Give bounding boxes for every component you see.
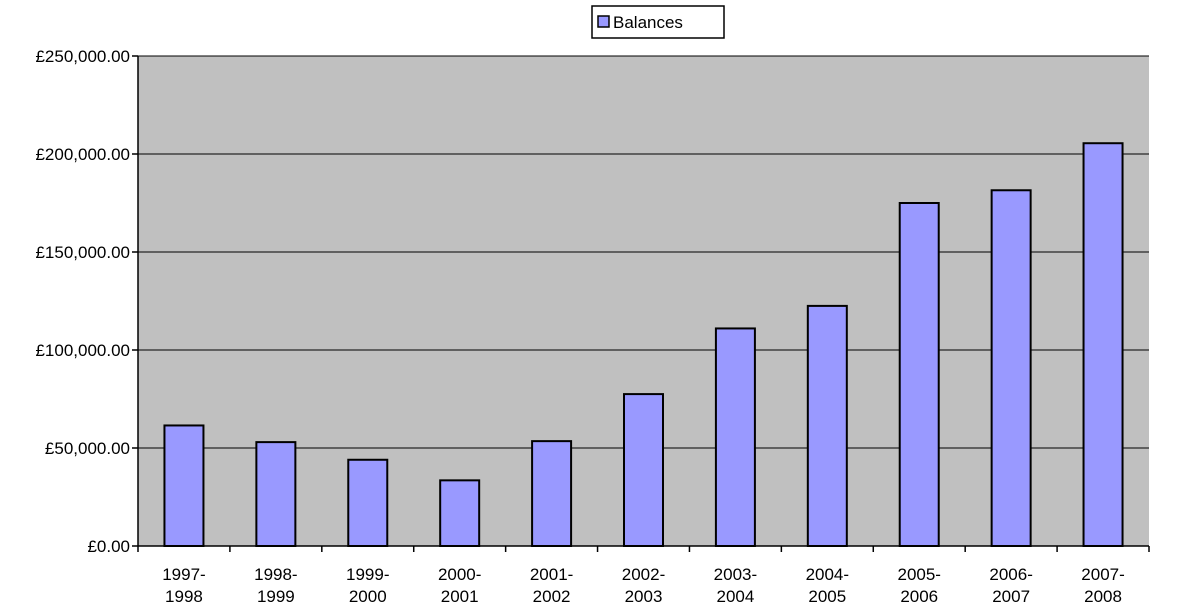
bars — [163, 142, 1124, 548]
y-tick-label: £50,000.00 — [45, 439, 130, 458]
y-tick-label: £100,000.00 — [35, 341, 130, 360]
x-tick-label: 2006-2007 — [989, 565, 1032, 606]
x-tick-label: 2002-2003 — [622, 565, 665, 606]
bar-7 — [806, 304, 848, 547]
axes — [137, 56, 1149, 547]
bar-2 — [347, 458, 389, 548]
legend-label-balances: Balances — [613, 13, 683, 32]
y-tick-label: £250,000.00 — [35, 47, 130, 66]
x-axis-ticks: 1997-1998 1998-1999 1999-2000 2000-2001 2001… — [137, 546, 1150, 606]
gridlines — [138, 55, 1149, 449]
bar-1 — [255, 441, 297, 547]
y-axis-ticks: £0.00 £50,000.00 £100,000.00 £150,000.00 £20… — [35, 47, 138, 556]
x-tick-label: 2007-2008 — [1081, 565, 1124, 606]
legend-box — [591, 5, 725, 39]
x-tick-label: 2000-2001 — [438, 565, 481, 606]
legend-swatch-balances — [597, 15, 610, 28]
legend: Balances — [591, 5, 725, 39]
x-tick-label: 2001-2002 — [530, 565, 573, 606]
x-tick-label: 2003-2004 — [714, 565, 757, 606]
bar-0 — [163, 424, 205, 547]
bar-4 — [531, 440, 573, 548]
bar-3 — [439, 479, 481, 547]
x-tick-label: 2004-2005 — [806, 565, 849, 606]
bar-10 — [1082, 142, 1124, 547]
y-tick-label: £150,000.00 — [35, 243, 130, 262]
bar-8 — [898, 202, 940, 547]
x-tick-label: 2005-2006 — [897, 565, 940, 606]
bar-9 — [990, 189, 1032, 547]
bar-5 — [623, 393, 664, 547]
x-tick-label: 1998-1999 — [254, 565, 297, 606]
bar-6 — [714, 327, 756, 547]
x-tick-label: 1999-2000 — [346, 565, 389, 606]
x-tick-label: 1997-1998 — [162, 565, 205, 606]
y-tick-label: £0.00 — [87, 537, 130, 556]
y-tick-label: £200,000.00 — [35, 145, 130, 164]
